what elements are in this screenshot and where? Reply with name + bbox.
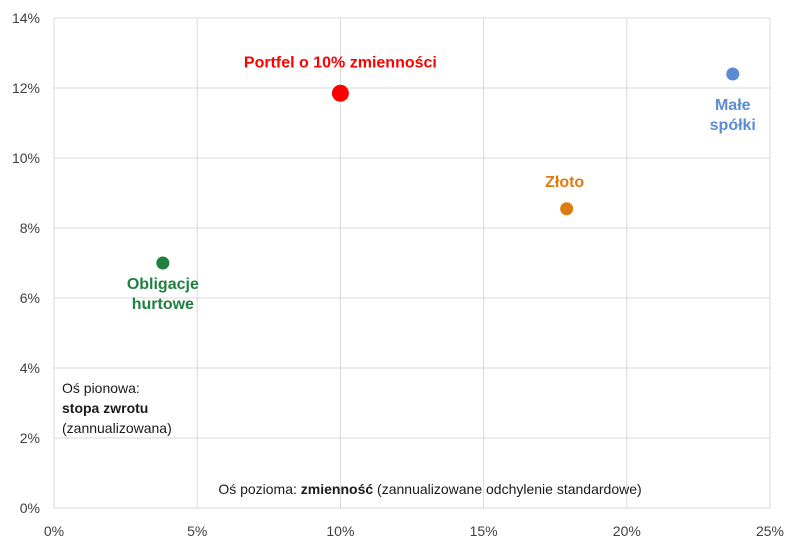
data-point-label: Złoto xyxy=(545,174,584,191)
data-point-label: Małe spółki xyxy=(710,97,756,134)
y-tick-label: 14% xyxy=(12,10,40,26)
x-tick-label: 10% xyxy=(326,523,354,539)
y-tick-label: 6% xyxy=(20,290,40,306)
data-point-label-line: Złoto xyxy=(545,174,584,191)
data-point xyxy=(726,67,740,81)
y-tick-label: 8% xyxy=(20,220,40,236)
y-axis-tick-labels: 0% 2% 4% 6% 8% 10% 12% 14% xyxy=(12,10,40,516)
data-point-label-line: spółki xyxy=(710,117,756,134)
x-tick-label: 0% xyxy=(44,523,64,539)
y-tick-label: 10% xyxy=(12,150,40,166)
data-point-label: Portfel o 10% zmienności xyxy=(244,54,437,71)
y-tick-label: 4% xyxy=(20,360,40,376)
y-tick-label: 12% xyxy=(12,80,40,96)
data-point xyxy=(560,202,574,216)
data-point-label-line: Obligacje xyxy=(127,276,199,293)
data-point-label-line: Małe xyxy=(715,97,751,114)
x-tick-label: 25% xyxy=(756,523,784,539)
y-axis-note-line1: Oś pionowa: xyxy=(62,380,140,396)
x-tick-label: 15% xyxy=(470,523,498,539)
y-tick-label: 2% xyxy=(20,430,40,446)
data-point-label-line: hurtowe xyxy=(132,296,194,313)
data-point-label: Obligacje hurtowe xyxy=(127,276,199,313)
data-point xyxy=(331,84,349,102)
point-labels: Portfel o 10% zmienności Małe spółki Złoto O… xyxy=(127,54,756,313)
data-point xyxy=(156,256,170,270)
y-tick-label: 0% xyxy=(20,500,40,516)
data-points xyxy=(156,67,740,270)
y-axis-note-line2: stopa zwrotu xyxy=(62,400,148,416)
y-axis-note-line3: (zannualizowana) xyxy=(62,420,172,436)
x-axis-note-bold: zmienność xyxy=(301,481,374,497)
data-point-label-line: Portfel o 10% zmienności xyxy=(244,54,437,71)
x-tick-label: 20% xyxy=(613,523,641,539)
y-axis-note: Oś pionowa: stopa zwrotu (zannualizowana… xyxy=(62,380,172,436)
x-axis-tick-labels: 0% 5% 10% 15% 20% 25% xyxy=(44,523,784,539)
x-axis-note-prefix: Oś pozioma: xyxy=(218,481,300,497)
x-axis-note: Oś pozioma: zmienność (zannualizowane od… xyxy=(218,481,641,497)
x-tick-label: 5% xyxy=(187,523,207,539)
x-axis-note-suffix: (zannualizowane odchylenie standardowe) xyxy=(373,481,642,497)
